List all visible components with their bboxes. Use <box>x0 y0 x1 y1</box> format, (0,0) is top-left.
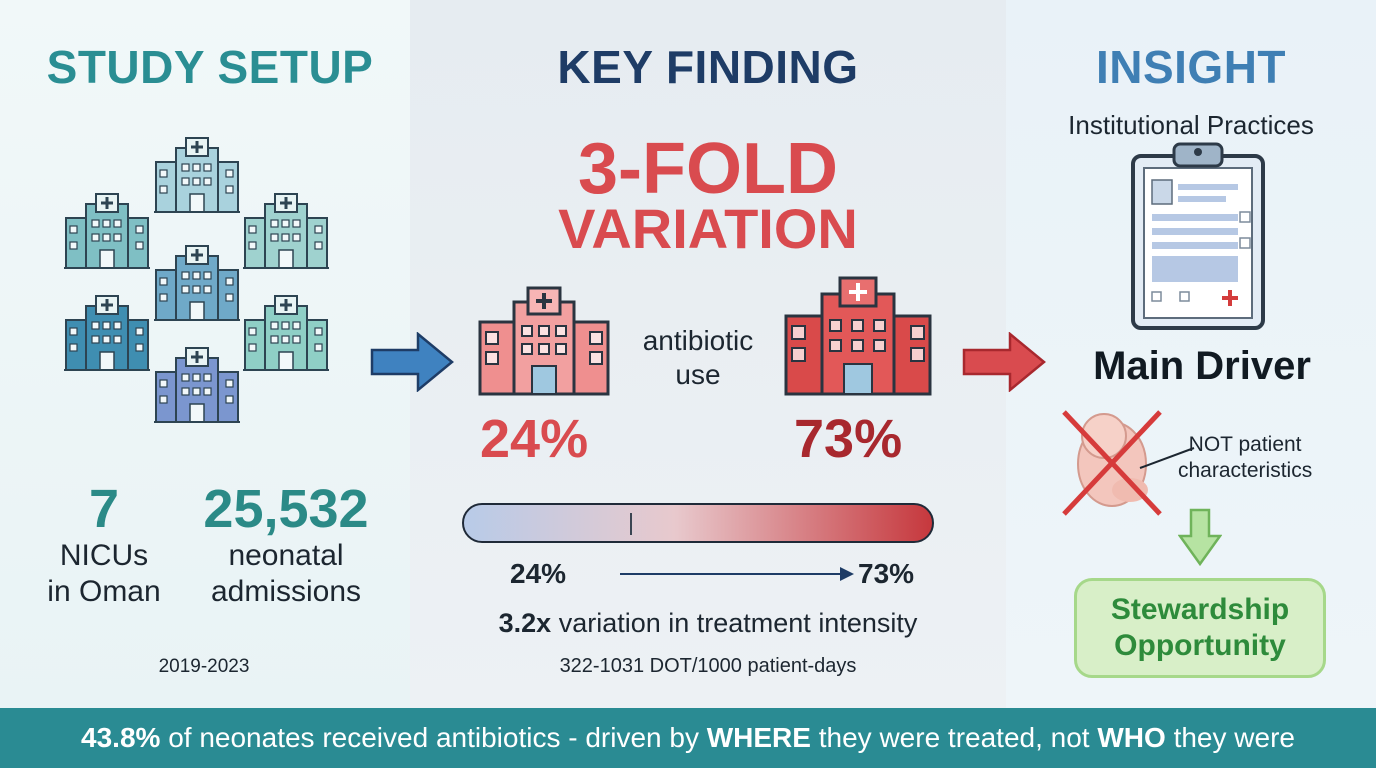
footer-part1: of neonates received antibiotics - drive… <box>160 722 707 753</box>
arrow-right-icon <box>620 567 854 581</box>
low-pct: 24% <box>480 409 589 469</box>
cross-out-icon <box>1062 410 1162 516</box>
variation-gradient-bar <box>462 503 934 543</box>
nicu-label-line1: NICUs <box>59 539 149 572</box>
hospital-icon <box>243 193 329 269</box>
study-setup-panel: STUDY SETUP 7 NICUs in Oman 25,532 neona… <box>0 0 410 708</box>
variation-rest: variation in treatment intensity <box>551 608 918 638</box>
stewardship-line2: Opportunity <box>1114 629 1286 662</box>
callout-line <box>1139 447 1195 469</box>
nicu-label: NICUs in Oman <box>20 538 188 610</box>
footer-pct: 43.8% <box>81 722 161 753</box>
headline-fold: 3-FOLD <box>578 129 838 209</box>
hospital-icon <box>64 295 150 371</box>
stewardship-box: Stewardship Opportunity <box>1074 578 1326 678</box>
arrow-right-icon <box>962 332 1046 392</box>
insight-heading: INSIGHT <box>1095 41 1287 93</box>
admissions-label-line2: admissions <box>210 575 362 608</box>
variation-strong: 3.2x <box>498 608 552 638</box>
admissions-count: 25,532 <box>203 479 369 539</box>
admissions-label: neonatal admissions <box>186 538 386 610</box>
insight-panel: INSIGHT Institutional Practices Main Dri… <box>1006 0 1376 708</box>
range-low: 24% <box>510 558 567 589</box>
admissions-label-line1: neonatal <box>228 539 344 572</box>
antibiotic-use-line1: antibiotic <box>642 325 754 356</box>
hospital-icon <box>154 347 240 423</box>
footer-banner: 43.8% of neonates received antibiotics -… <box>0 708 1376 768</box>
high-pct: 73% <box>794 409 903 469</box>
hospital-icon <box>154 245 240 321</box>
hospital-icon <box>64 193 150 269</box>
key-finding-panel: KEY FINDING 3-FOLD VARIATION antibiotic … <box>410 0 1006 708</box>
range-high: 73% <box>858 558 915 589</box>
fetus-icon <box>1062 410 1162 516</box>
footer-who: WHO <box>1097 722 1166 753</box>
study-setup-heading: STUDY SETUP <box>46 41 374 93</box>
study-years: 2019-2023 <box>158 656 250 677</box>
variation-statement: 3.2x variation in treatment intensity <box>410 608 1006 639</box>
arrow-right-icon <box>370 332 454 392</box>
callout-line1: NOT patient <box>1188 433 1302 456</box>
footer-where: WHERE <box>706 722 811 753</box>
main-driver-label: Main Driver <box>1093 344 1311 388</box>
footer-part3: they were <box>1165 722 1295 753</box>
footer-part2: they were treated, not <box>810 722 1098 753</box>
nicu-count: 7 <box>88 479 120 539</box>
dot-range: 322-1031 DOT/1000 patient-days <box>559 655 857 677</box>
clipboard-icon <box>1131 142 1265 330</box>
key-finding-heading: KEY FINDING <box>557 41 859 93</box>
not-patient-callout: NOT patient characteristics <box>1178 432 1312 484</box>
callout-line2: characteristics <box>1178 459 1313 482</box>
stewardship-line1: Stewardship <box>1110 593 1290 626</box>
insight-subheading: Institutional Practices <box>1068 110 1314 140</box>
hospital-icon <box>243 295 329 371</box>
antibiotic-use-label: antibiotic use <box>616 324 780 392</box>
antibiotic-use-line2: use <box>675 359 721 390</box>
high-use-hospital-icon <box>784 276 932 396</box>
hospital-icon <box>154 137 240 213</box>
headline-variation: VARIATION <box>558 197 858 260</box>
bar-marker <box>630 513 632 535</box>
low-use-hospital-icon <box>478 286 610 396</box>
nicu-label-line2: in Oman <box>47 575 161 608</box>
arrow-down-icon <box>1178 508 1222 566</box>
